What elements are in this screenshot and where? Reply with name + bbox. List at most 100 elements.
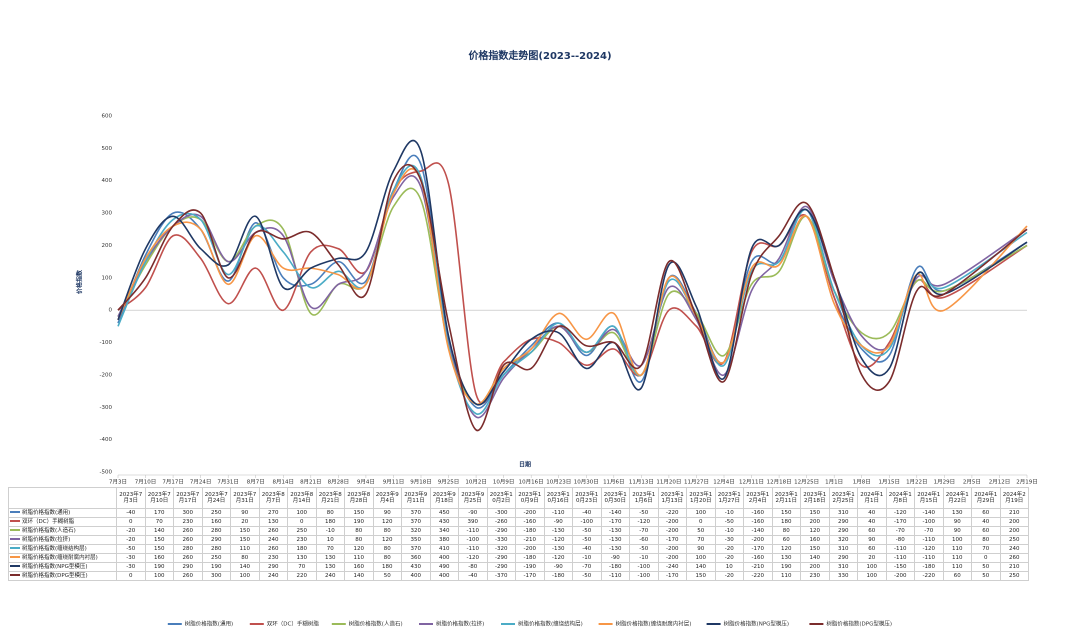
x-tick-label: 12月18日 xyxy=(767,479,792,486)
column-header: 2023年8月14日 xyxy=(287,487,317,509)
table-cell: -110 xyxy=(914,553,944,563)
table-cell: 180 xyxy=(287,544,317,554)
column-header: 2024年1月1日 xyxy=(857,487,887,509)
column-header: 2023年9月4日 xyxy=(372,487,402,509)
table-row: 树脂价格指数(DPG型模压) 0 100 260 300 100 240 220 240 140 5… xyxy=(8,571,1029,581)
table-cell: 60 xyxy=(771,535,801,545)
row-swatch xyxy=(10,574,20,577)
table-cell: 90 xyxy=(857,535,887,545)
column-header: 2024年2月19日 xyxy=(999,487,1029,509)
table-cell: 140 xyxy=(686,562,716,572)
table-cell: -70 xyxy=(914,526,944,536)
table-cell: 20 xyxy=(230,517,260,527)
table-cell: -220 xyxy=(914,571,944,581)
header-row: 2023年7月3日 2023年7月10日 2023年7月17日 2023年7月24日 2… xyxy=(8,487,1029,509)
table-cell: -120 xyxy=(885,508,915,518)
table-cell: 100 xyxy=(942,535,972,545)
table-cell: -180 xyxy=(515,553,545,563)
table-cell: 60 xyxy=(971,508,1001,518)
table-cell: 160 xyxy=(201,517,231,527)
row-label: 树脂价格指数(通用) xyxy=(22,509,71,516)
column-header: 2023年11月13日 xyxy=(657,487,687,509)
x-tick-label: 10月16日 xyxy=(519,479,544,486)
legend-label: 双环（DC）手糊树脂 xyxy=(267,620,320,628)
table-cell: 250 xyxy=(287,526,317,536)
table-cell: 260 xyxy=(999,553,1029,563)
x-tick-label: 8月7日 xyxy=(247,479,265,486)
table-cell: 150 xyxy=(144,544,174,554)
table-cell: 90 xyxy=(372,508,402,518)
x-tick-label: 10月9日 xyxy=(493,479,515,486)
column-header: 2023年7月31日 xyxy=(230,487,260,509)
table-row: 树脂价格指数(人造石) -20 140 260 280 150 260 250 -10 80 80 3… xyxy=(8,526,1029,536)
table-cell: -40 xyxy=(572,508,602,518)
column-header: 2023年11月20日 xyxy=(686,487,716,509)
table-cell: 270 xyxy=(258,508,288,518)
table-cell: 10 xyxy=(315,535,345,545)
table-cell: 40 xyxy=(857,517,887,527)
table-cell: -200 xyxy=(515,508,545,518)
row-label: 树脂价格指数(NPG型模压) xyxy=(22,563,88,570)
table-cell: -130 xyxy=(543,544,573,554)
table-cell: -120 xyxy=(914,544,944,554)
table-cell: 430 xyxy=(401,562,431,572)
table-cell: -140 xyxy=(914,508,944,518)
row-swatch xyxy=(10,547,20,550)
table-cell: -130 xyxy=(600,535,630,545)
x-tick-label: 7月31日 xyxy=(217,479,239,486)
series-line xyxy=(117,187,1028,405)
table-cell: 70 xyxy=(287,562,317,572)
table-cell: -10 xyxy=(714,508,744,518)
table-cell: -170 xyxy=(600,517,630,527)
table-cell: 380 xyxy=(429,535,459,545)
table-cell: 290 xyxy=(828,553,858,563)
chart-title: 价格指数走势图(2023--2024) xyxy=(468,49,611,62)
table-cell: 330 xyxy=(828,571,858,581)
table-cell: 400 xyxy=(401,571,431,581)
column-header: 2023年12月25日 xyxy=(828,487,858,509)
table-cell: 370 xyxy=(401,544,431,554)
table-row: 双环（DC）手糊树脂 0 70 230 160 20 130 0 180 190 120 370 430… xyxy=(8,517,1029,527)
x-tick-label: 8月21日 xyxy=(300,479,322,486)
column-header: 2023年7月10日 xyxy=(144,487,174,509)
y-tick-label: 500 xyxy=(102,146,113,152)
x-tick-label: 12月25日 xyxy=(794,479,819,486)
row-swatch xyxy=(10,529,20,532)
table-cell: 280 xyxy=(201,544,231,554)
table-cell: 240 xyxy=(315,571,345,581)
column-header: 2023年7月24日 xyxy=(201,487,231,509)
table-cell: 90 xyxy=(230,508,260,518)
table-cell: 90 xyxy=(942,526,972,536)
table-cell: 260 xyxy=(173,535,203,545)
x-tick-label: 1月29日 xyxy=(934,479,956,486)
table-cell: 150 xyxy=(800,544,830,554)
table-cell: 70 xyxy=(971,544,1001,554)
x-tick-label: 2月19日 xyxy=(1016,479,1038,486)
table-cell: 340 xyxy=(429,526,459,536)
x-tick-label: 9月11日 xyxy=(383,479,405,486)
table-cell: 100 xyxy=(287,508,317,518)
table-cell: -170 xyxy=(657,535,687,545)
column-header: 2024年1月22日 xyxy=(942,487,972,509)
table-cell: -140 xyxy=(600,508,630,518)
table-cell: 110 xyxy=(344,553,374,563)
row-label: 树脂价格指数(拉挤) xyxy=(22,536,71,543)
table-cell: 150 xyxy=(144,535,174,545)
table-cell: 250 xyxy=(999,535,1029,545)
table-cell: -70 xyxy=(572,562,602,572)
table-cell: 110 xyxy=(771,571,801,581)
series-line xyxy=(117,175,1028,419)
table-cell: -110 xyxy=(543,508,573,518)
table-cell: 300 xyxy=(201,571,231,581)
table-cell: -110 xyxy=(600,571,630,581)
column-header: 2024年1月8日 xyxy=(885,487,915,509)
table-cell: 80 xyxy=(315,508,345,518)
table-cell: -290 xyxy=(486,553,516,563)
x-tick-label: 10月30日 xyxy=(574,479,599,486)
table-cell: 90 xyxy=(686,544,716,554)
table-cell: 80 xyxy=(230,553,260,563)
table-cell: -210 xyxy=(515,535,545,545)
table-cell: 40 xyxy=(857,508,887,518)
table-cell: 80 xyxy=(771,526,801,536)
